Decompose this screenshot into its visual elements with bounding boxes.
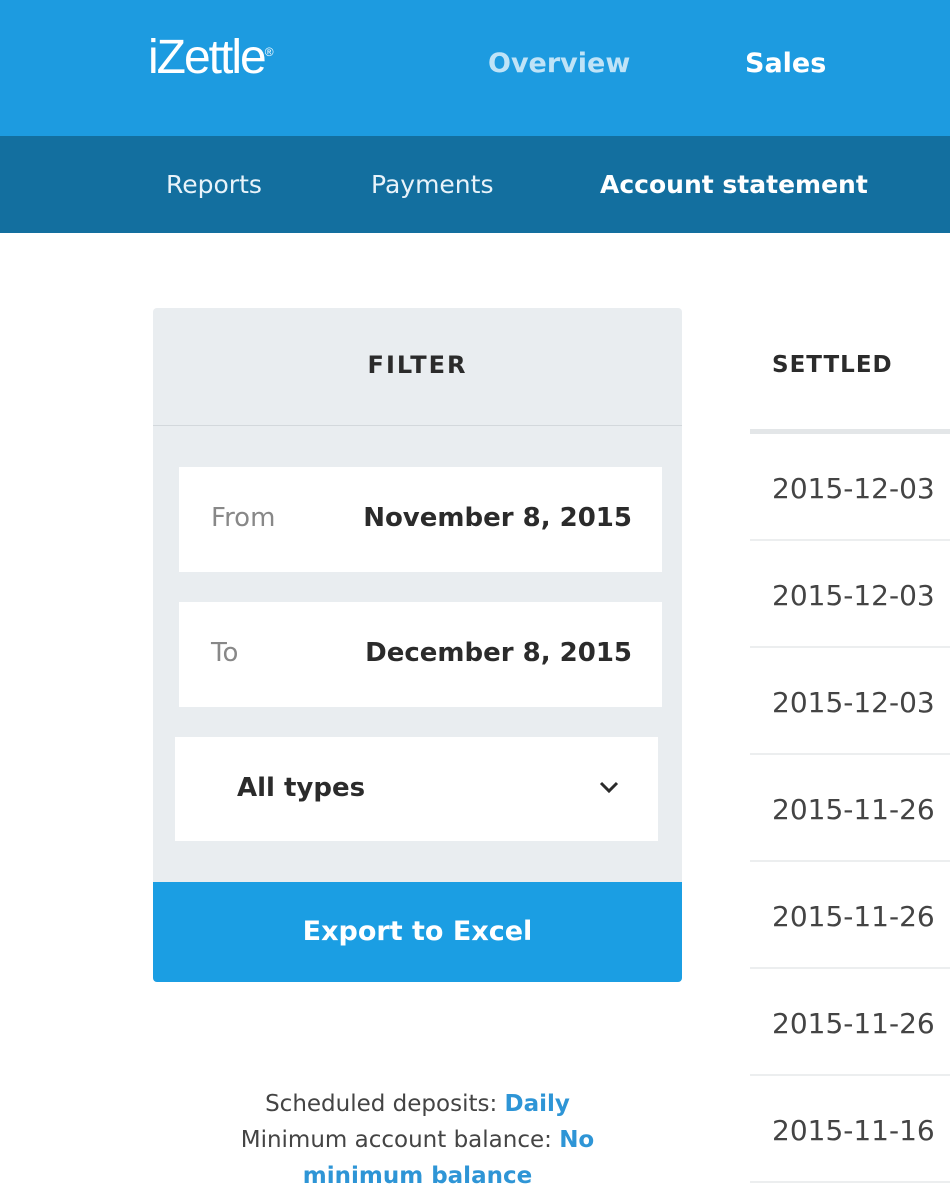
subnav-payments[interactable]: Payments [371, 170, 494, 199]
settled-date: 2015-12-03 [772, 472, 935, 505]
nav-overview[interactable]: Overview [488, 48, 631, 79]
balance-link[interactable]: No minimum balance [302, 1127, 595, 1189]
table-row[interactable]: 2015-11-26 [750, 862, 950, 969]
settled-date: 2015-11-26 [772, 793, 935, 826]
subnav-reports[interactable]: Reports [166, 170, 262, 199]
settled-date: 2015-11-16 [772, 1114, 935, 1147]
logo-text: iZettle [148, 31, 267, 84]
chevron-down-icon [599, 781, 619, 794]
type-value: All types [237, 773, 366, 803]
type-select[interactable]: All types [175, 737, 658, 841]
balance-label: Minimum account balance: [240, 1127, 552, 1153]
table-row[interactable]: 2015-12-03 [750, 541, 950, 648]
top-bar: iZettle® Overview Sales [0, 0, 950, 136]
header-divider [750, 429, 950, 434]
from-label: From [211, 503, 276, 533]
export-to-excel-button[interactable]: Export to Excel [153, 882, 682, 982]
table-row[interactable]: 2015-11-16 [750, 1076, 950, 1183]
table-row[interactable]: 2015-12-03 [750, 648, 950, 755]
account-info: Scheduled deposits: Daily Minimum accoun… [153, 1086, 682, 1194]
settled-date: 2015-11-26 [772, 900, 935, 933]
table-row[interactable]: 2015-11-26 [750, 755, 950, 862]
to-value: December 8, 2015 [365, 638, 632, 668]
izettle-logo[interactable]: iZettle® [148, 31, 274, 84]
sub-nav [0, 136, 950, 233]
settled-column-header[interactable]: SETTLED [772, 352, 893, 378]
subnav-account-statement[interactable]: Account statement [600, 170, 868, 199]
deposits-label: Scheduled deposits: [265, 1091, 498, 1117]
table-row[interactable]: 2015-11-26 [750, 969, 950, 1076]
table-row[interactable]: 2015-12-03 [750, 434, 950, 541]
settled-date: 2015-12-03 [772, 579, 935, 612]
settled-date: 2015-11-26 [772, 1007, 935, 1040]
from-value: November 8, 2015 [363, 503, 632, 533]
filter-title: FILTER [153, 308, 682, 426]
deposits-link[interactable]: Daily [504, 1091, 570, 1117]
from-date-field[interactable]: From November 8, 2015 [179, 467, 662, 572]
nav-sales[interactable]: Sales [745, 48, 827, 79]
filter-panel: FILTER From November 8, 2015 To December… [153, 308, 682, 982]
to-date-field[interactable]: To December 8, 2015 [179, 602, 662, 707]
settled-date: 2015-12-03 [772, 686, 935, 719]
to-label: To [211, 638, 239, 668]
